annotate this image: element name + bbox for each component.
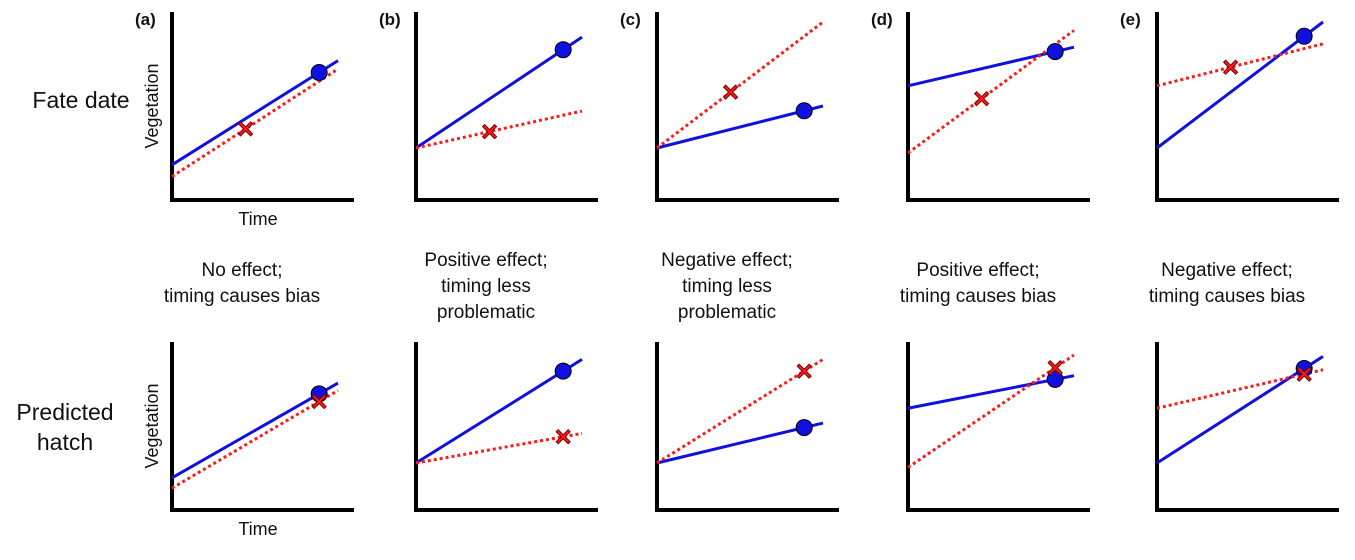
x-axis-title: Time [238,209,277,229]
blue-series-line [415,35,583,150]
blue-circle-marker [554,41,572,59]
panel-caption: Negative effect; timing causes bias [1127,258,1327,310]
red-cross-marker [796,363,812,379]
caption-line: timing less [441,276,531,297]
caption-line: Negative effect; [661,250,793,271]
red-series-line [171,389,339,490]
blue-series-line [656,421,824,465]
red-cross-marker [1296,366,1312,382]
panel-letter: (b) [379,10,401,29]
caption-line: timing causes bias [163,286,321,307]
caption-line: timing less [682,276,772,297]
caption-line: No effect; [201,260,283,281]
row-label-fate-date: Fate date [16,85,146,115]
red-cross-marker [973,90,990,107]
row-label-fate-date-text: Fate date [32,87,130,113]
y-axis-title: Vegetation [142,383,162,468]
panel-letter: (e) [1120,10,1141,29]
caption-line: timing causes bias [1148,286,1306,307]
blue-series-line [171,59,339,167]
panel-caption: Positive effect; timing less problematic [386,248,586,326]
caption-line: Negative effect; [1161,260,1293,281]
caption-line: problematic [436,302,536,323]
red-series-line [1156,368,1324,410]
caption-line: timing causes bias [899,286,1057,307]
red-cross-marker [237,121,254,137]
caption-line: Positive effect; [424,250,548,271]
panel-caption: Negative effect; timing less problematic [627,248,827,326]
blue-circle-marker [1046,43,1064,61]
red-cross-marker [555,429,571,445]
panel-letter: (c) [620,10,641,29]
row-label-predicted-text: Predicted [16,399,114,425]
blue-series-line [907,45,1075,88]
row-label-predicted-hatch: Predicted hatch [0,397,130,457]
red-cross-marker [1222,59,1239,75]
red-series-line [656,20,824,150]
panel-caption: Positive effect; timing causes bias [878,258,1078,310]
blue-series-line [907,374,1075,410]
red-series-line [656,358,824,465]
blue-series-line [1156,355,1324,465]
blue-series-line [1156,20,1324,150]
red-series-line [1156,42,1324,88]
blue-series-line [171,381,339,480]
blue-circle-marker [795,419,813,437]
y-axis-title: Vegetation [142,63,162,148]
red-series-line [907,29,1075,155]
red-series-line [415,431,583,465]
blue-circle-marker [310,63,328,81]
panel-caption: No effect; timing causes bias [142,258,342,310]
red-series-line [415,109,583,150]
caption-line: problematic [677,302,777,323]
blue-circle-marker [795,102,813,120]
blue-series-line [656,104,824,150]
panel-letter: (a) [135,10,156,29]
red-cross-marker [481,123,498,140]
caption-line: Positive effect; [916,260,1040,281]
blue-circle-marker [554,362,572,380]
blue-circle-marker [1295,27,1313,45]
blue-series-line [415,358,583,465]
red-cross-marker [311,393,327,410]
row-label-hatch-text: hatch [36,429,94,455]
red-cross-marker [1047,360,1063,376]
x-axis-title: Time [238,519,277,539]
red-series-line [171,67,339,178]
blue-circle-marker [1046,370,1064,388]
panel-letter: (d) [871,10,893,29]
red-cross-marker [722,84,739,100]
